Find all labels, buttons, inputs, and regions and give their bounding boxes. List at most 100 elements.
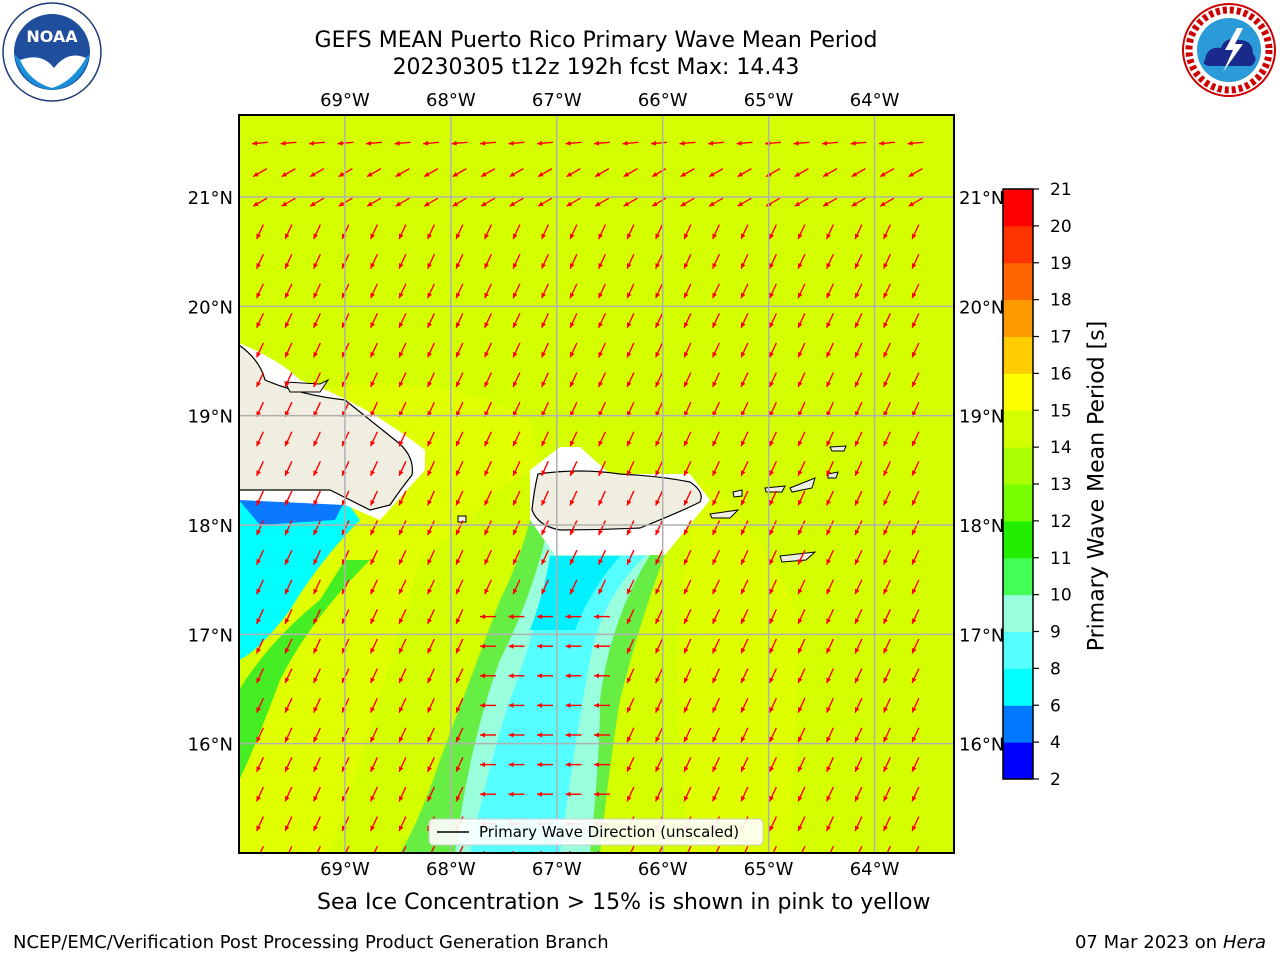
wave-direction-arrow — [854, 224, 863, 240]
wave-direction-arrow — [911, 431, 920, 447]
wave-direction-arrow — [768, 431, 778, 447]
wave-direction-arrow — [850, 140, 867, 146]
wave-direction-arrow — [882, 579, 892, 595]
wave-direction-arrow — [740, 520, 749, 536]
wave-direction-arrow — [654, 490, 664, 506]
wave-direction-arrow — [483, 549, 493, 565]
wave-direction-arrow — [854, 786, 863, 802]
wave-direction-arrow — [452, 167, 467, 178]
wave-direction-arrow — [508, 762, 525, 768]
arrow-legend: Primary Wave Direction (unscaled) — [428, 818, 764, 846]
wave-direction-arrow — [911, 668, 920, 684]
wave-direction-arrow — [740, 579, 749, 595]
period-contour-11-12-west — [239, 560, 370, 780]
wave-direction-arrow — [654, 313, 664, 329]
wave-direction-arrow — [711, 668, 721, 684]
wave-direction-arrow — [626, 757, 635, 773]
wave-direction-arrow — [797, 342, 806, 358]
wave-direction-arrow — [458, 845, 464, 853]
wave-direction-arrow — [369, 431, 379, 447]
wave-direction-arrow — [255, 253, 265, 269]
wave-direction-arrow — [882, 727, 892, 743]
wave-direction-arrow — [911, 461, 920, 477]
wave-direction-arrow — [512, 253, 521, 269]
colorbar-tick-label: 15 — [1050, 401, 1072, 421]
lon-tick-label-top: 66°W — [638, 90, 688, 111]
wave-direction-arrow — [483, 461, 493, 477]
wave-direction-arrow — [711, 697, 721, 713]
wave-direction-arrow — [565, 643, 582, 649]
wave-direction-arrow — [594, 791, 610, 797]
colorbar-segment — [1003, 410, 1033, 448]
wave-direction-arrow — [629, 845, 635, 853]
wave-direction-arrow — [369, 253, 379, 269]
wave-direction-arrow — [369, 638, 379, 654]
wave-direction-arrow — [255, 520, 265, 536]
wave-direction-arrow — [854, 609, 863, 625]
wave-direction-arrow — [768, 520, 778, 536]
wave-direction-arrow — [911, 579, 920, 595]
colorbar-tick-label: 10 — [1050, 586, 1072, 606]
wave-direction-arrow — [654, 697, 664, 713]
wave-direction-arrow — [626, 224, 635, 240]
wave-direction-arrow — [882, 253, 892, 269]
colorbar-segment — [1003, 631, 1033, 669]
wave-direction-arrow — [825, 372, 835, 388]
wave-direction-arrow — [743, 845, 749, 853]
wave-direction-arrow — [455, 727, 464, 743]
wave-direction-arrow — [426, 461, 436, 477]
wave-direction-arrow — [540, 372, 550, 388]
wave-direction-arrow — [281, 167, 296, 178]
wave-direction-arrow — [711, 757, 721, 773]
wave-direction-arrow — [312, 727, 322, 743]
wave-direction-arrow — [540, 431, 550, 447]
wave-direction-arrow — [651, 197, 667, 207]
wave-direction-arrow — [825, 490, 835, 506]
wave-direction-arrow — [480, 732, 496, 738]
wave-direction-arrow — [654, 786, 664, 802]
wave-direction-arrow — [565, 673, 582, 679]
colorbar-tick-label: 17 — [1050, 328, 1072, 348]
wave-direction-arrow — [882, 520, 892, 536]
wave-direction-arrow — [797, 313, 806, 329]
wave-direction-arrow — [825, 786, 835, 802]
colorbar-segment — [1003, 189, 1033, 227]
wave-direction-arrow — [683, 490, 692, 506]
lon-tick-label-bottom: 68°W — [426, 859, 476, 880]
wave-direction-arrow — [398, 816, 407, 832]
wave-direction-arrow — [540, 342, 550, 358]
wave-direction-arrow — [483, 431, 493, 447]
wave-direction-arrow — [623, 167, 638, 178]
wave-direction-arrow — [369, 668, 379, 684]
wave-direction-arrow — [512, 490, 521, 506]
wave-direction-arrow — [794, 197, 809, 207]
lat-tick-label-right: 20°N — [959, 297, 1004, 318]
wave-direction-arrow — [626, 490, 635, 506]
map-area: Primary Wave Direction (unscaled) — [239, 115, 954, 853]
wave-direction-arrow — [537, 643, 553, 649]
wave-direction-arrow — [768, 372, 778, 388]
wave-direction-arrow — [683, 727, 692, 743]
wave-direction-arrow — [287, 845, 293, 853]
wave-direction-arrow — [822, 167, 838, 178]
lat-tick-label-right: 19°N — [959, 407, 1004, 428]
wave-direction-arrow — [255, 816, 265, 832]
wave-direction-arrow — [911, 609, 920, 625]
colorbar-tick-label: 11 — [1050, 549, 1072, 569]
wave-direction-arrow — [395, 167, 410, 178]
wave-direction-arrow — [711, 490, 721, 506]
axis-tick-labels: 69°W 69°W 68°W 68°W 67°W 67°W 66°W 66°W 65°W 65°W… — [188, 90, 1005, 880]
wave-direction-arrow — [797, 609, 806, 625]
wave-direction-arrow — [398, 342, 407, 358]
wave-direction-arrow — [455, 757, 464, 773]
wave-direction-arrow — [308, 140, 326, 146]
wave-direction-arrow — [508, 732, 525, 738]
wave-direction-arrow — [911, 372, 920, 388]
wave-direction-arrow — [740, 253, 749, 269]
wave-direction-arrow — [483, 342, 493, 358]
wave-direction-arrow — [369, 609, 379, 625]
wave-direction-arrow — [907, 140, 924, 146]
footer-date-text: 07 Mar 2023 on — [1074, 932, 1218, 953]
wave-direction-arrow — [255, 313, 265, 329]
wave-direction-arrow — [911, 786, 920, 802]
